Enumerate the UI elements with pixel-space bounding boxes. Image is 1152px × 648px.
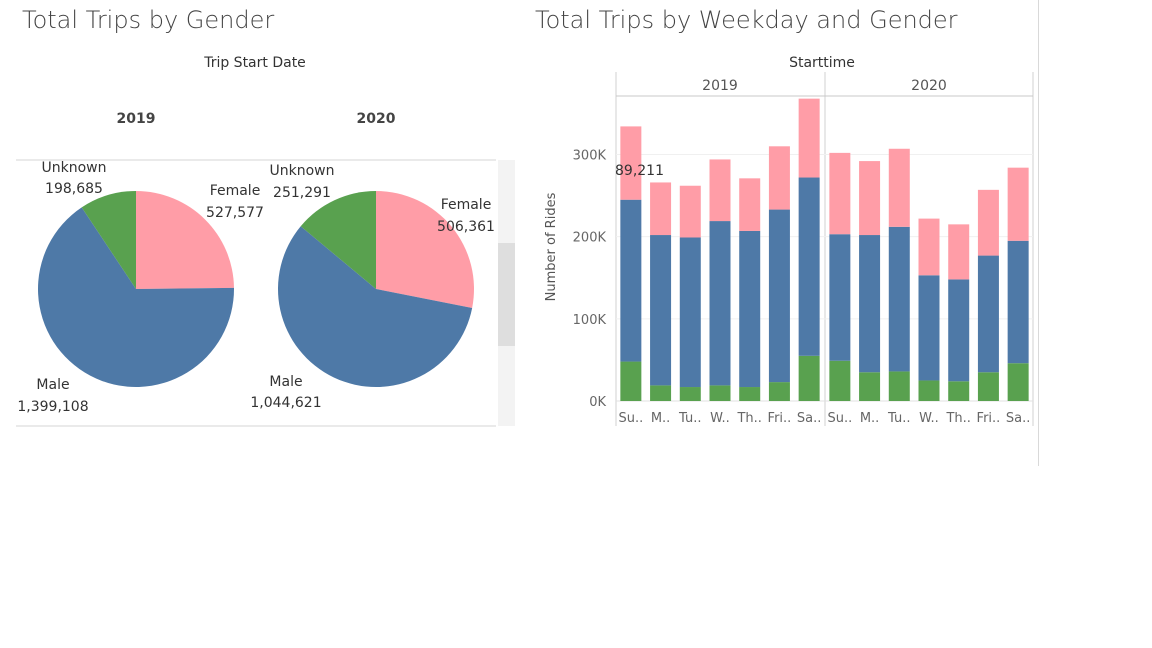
bar-segment-unknown[interactable] xyxy=(620,361,642,401)
slice-value-label: 527,577 xyxy=(206,205,264,221)
bar-segment-male[interactable] xyxy=(650,235,672,386)
bar-segment-male[interactable] xyxy=(620,199,642,362)
bar-segment-female[interactable] xyxy=(739,178,761,231)
x-tick-label: Fri.. xyxy=(768,411,792,426)
bar-segment-unknown[interactable] xyxy=(768,382,790,401)
y-axis-label: Number of Rides xyxy=(544,192,559,301)
x-tick-label: W.. xyxy=(710,411,730,426)
bar-segment-unknown[interactable] xyxy=(948,381,970,401)
pie-slice-unknown[interactable] xyxy=(300,191,376,289)
bar-segment-male[interactable] xyxy=(859,235,881,373)
pie-column-header: Trip Start Date xyxy=(203,55,306,71)
bar-segment-male[interactable] xyxy=(829,234,851,361)
x-tick-label: M.. xyxy=(651,411,670,426)
x-tick-label: W.. xyxy=(919,411,939,426)
slice-label: Male xyxy=(269,374,302,390)
bar-facets: 0K 100K 200K 300K 2019 Su.. M.. Tu.. W.. Th.. Fri.… xyxy=(573,72,1034,426)
bar-segment-female[interactable] xyxy=(709,159,731,222)
bar-segment-unknown[interactable] xyxy=(679,387,701,401)
bar-facet-2019: 2019 Su.. M.. Tu.. W.. Th.. Fri.. Sa.. xyxy=(618,78,821,426)
y-tick-label: 0K xyxy=(589,395,606,410)
slice-value-label: 1,044,621 xyxy=(250,395,321,411)
pie-chart-title: Total Trips by Gender xyxy=(22,6,275,34)
x-tick-label: Tu.. xyxy=(678,411,701,426)
bar-segment-unknown[interactable] xyxy=(918,380,940,401)
pie-slice-male[interactable] xyxy=(278,226,473,387)
bar-segment-female[interactable] xyxy=(859,161,881,236)
bar-segment-female[interactable] xyxy=(888,148,910,227)
bar-column-header: Starttime xyxy=(789,55,855,71)
slice-label: Female xyxy=(441,197,492,213)
pie-year-header: 2019 xyxy=(117,111,156,127)
bar-facet-2020: 2020 Su.. M.. Tu.. W.. Th.. Fri.. Sa.. xyxy=(827,78,1030,426)
pie-slice-female[interactable] xyxy=(376,191,474,308)
bar-chart-title: Total Trips by Weekday and Gender xyxy=(535,6,958,34)
bar-segment-male[interactable] xyxy=(709,221,731,386)
pie-2019: 2019 Female 527,577 Male 1,399,108 Unknown 198… xyxy=(17,111,264,415)
y-tick-label: 200K xyxy=(573,231,607,246)
x-tick-label: Tu.. xyxy=(887,411,910,426)
bar-segment-male[interactable] xyxy=(739,230,761,388)
x-tick-label: M.. xyxy=(860,411,879,426)
bar-segment-unknown[interactable] xyxy=(829,360,851,401)
bar-segment-unknown[interactable] xyxy=(1007,363,1029,401)
x-tick-label: Th.. xyxy=(736,411,761,426)
pie-slice-female[interactable] xyxy=(136,191,234,289)
x-tick-label: Th.. xyxy=(945,411,970,426)
slice-label: Unknown xyxy=(42,160,107,176)
bar-segment-unknown[interactable] xyxy=(650,385,672,401)
x-tick-label: Sa.. xyxy=(797,411,821,426)
bar-year-header: 2020 xyxy=(911,78,947,94)
pie-slice-male[interactable] xyxy=(37,207,234,387)
bar-segment-unknown[interactable] xyxy=(709,385,731,401)
bar-segment-unknown[interactable] xyxy=(888,371,910,401)
y-tick-label: 300K xyxy=(573,149,607,164)
slice-value-label: 251,291 xyxy=(273,185,331,201)
slice-label: Male xyxy=(36,377,69,393)
bar-segment-female[interactable] xyxy=(650,182,672,236)
bar-segment-female[interactable] xyxy=(977,189,999,256)
bar-segment-female[interactable] xyxy=(948,224,970,280)
y-tick-label: 100K xyxy=(573,313,607,328)
pie-panel: Trip Start Date 2019 Female 527,577 Male 1,3… xyxy=(16,55,515,427)
pie-2020: 2020 Female 506,361 Male 1,044,621 Unknown 251… xyxy=(250,111,495,411)
tooltip-value-fragment: 89,211 xyxy=(615,163,664,179)
bar-segment-male[interactable] xyxy=(798,177,820,356)
bar-segment-male[interactable] xyxy=(768,209,790,383)
x-tick-label: Fri.. xyxy=(977,411,1001,426)
bar-segment-unknown[interactable] xyxy=(739,387,761,401)
bar-segment-female[interactable] xyxy=(620,126,642,200)
bar-segment-female[interactable] xyxy=(1007,167,1029,241)
pie-scrollbar-thumb[interactable] xyxy=(498,243,515,346)
slice-value-label: 198,685 xyxy=(45,181,103,197)
slice-label: Female xyxy=(210,183,261,199)
pie-facets: 2019 Female 527,577 Male 1,399,108 Unknown 198… xyxy=(17,111,495,415)
bar-segment-unknown[interactable] xyxy=(859,372,881,401)
bar-segment-female[interactable] xyxy=(798,98,820,178)
bar-segment-male[interactable] xyxy=(918,275,940,381)
dashboard-divider xyxy=(1038,0,1039,466)
bar-segment-male[interactable] xyxy=(679,237,701,388)
slice-value-label: 506,361 xyxy=(437,219,495,235)
bar-segment-unknown[interactable] xyxy=(977,372,999,401)
bar-segment-male[interactable] xyxy=(977,255,999,373)
x-tick-label: Su.. xyxy=(827,411,852,426)
bar-panel: Starttime Number of Rides 0K 100K 200K 300K… xyxy=(544,55,1034,426)
bar-segment-male[interactable] xyxy=(888,226,910,372)
bar-segment-male[interactable] xyxy=(1007,240,1029,364)
bar-segment-female[interactable] xyxy=(829,152,851,235)
bar-segment-female[interactable] xyxy=(918,218,940,276)
slice-value-label: 1,399,108 xyxy=(17,399,88,415)
bar-segment-female[interactable] xyxy=(768,146,790,210)
pie-year-header: 2020 xyxy=(357,111,396,127)
bar-year-header: 2019 xyxy=(702,78,738,94)
bar-segment-female[interactable] xyxy=(679,185,701,238)
bar-segment-male[interactable] xyxy=(948,279,970,382)
slice-label: Unknown xyxy=(270,163,335,179)
bar-segment-unknown[interactable] xyxy=(798,355,820,401)
x-tick-label: Su.. xyxy=(618,411,643,426)
x-tick-label: Sa.. xyxy=(1006,411,1030,426)
pie-slice-unknown[interactable] xyxy=(81,191,136,289)
